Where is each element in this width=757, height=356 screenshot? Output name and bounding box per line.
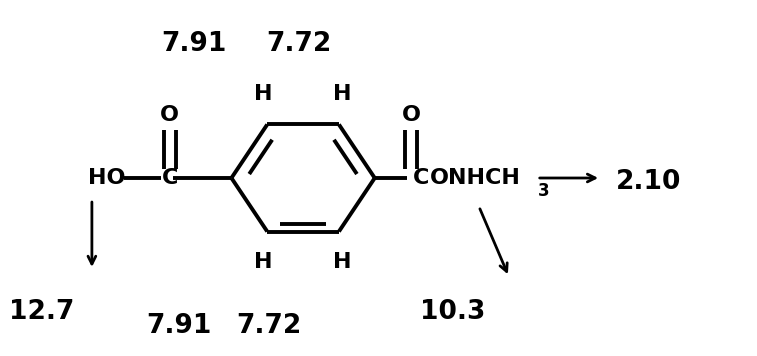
Text: H: H [333,84,352,104]
Text: 7.91: 7.91 [146,313,211,339]
Text: ONHCH: ONHCH [430,168,521,188]
Text: O: O [160,105,179,125]
Text: 3: 3 [538,182,550,200]
Text: H: H [254,252,273,272]
Text: 7.72: 7.72 [266,31,332,57]
Text: C: C [161,168,178,188]
Text: 7.91: 7.91 [161,31,226,57]
Text: H: H [333,252,352,272]
Text: O: O [401,105,420,125]
Text: 7.72: 7.72 [236,313,302,339]
Text: HO: HO [89,168,126,188]
Text: C: C [413,168,429,188]
Text: 12.7: 12.7 [9,299,74,325]
Text: H: H [254,84,273,104]
Text: 10.3: 10.3 [420,299,485,325]
Text: 2.10: 2.10 [616,168,681,194]
